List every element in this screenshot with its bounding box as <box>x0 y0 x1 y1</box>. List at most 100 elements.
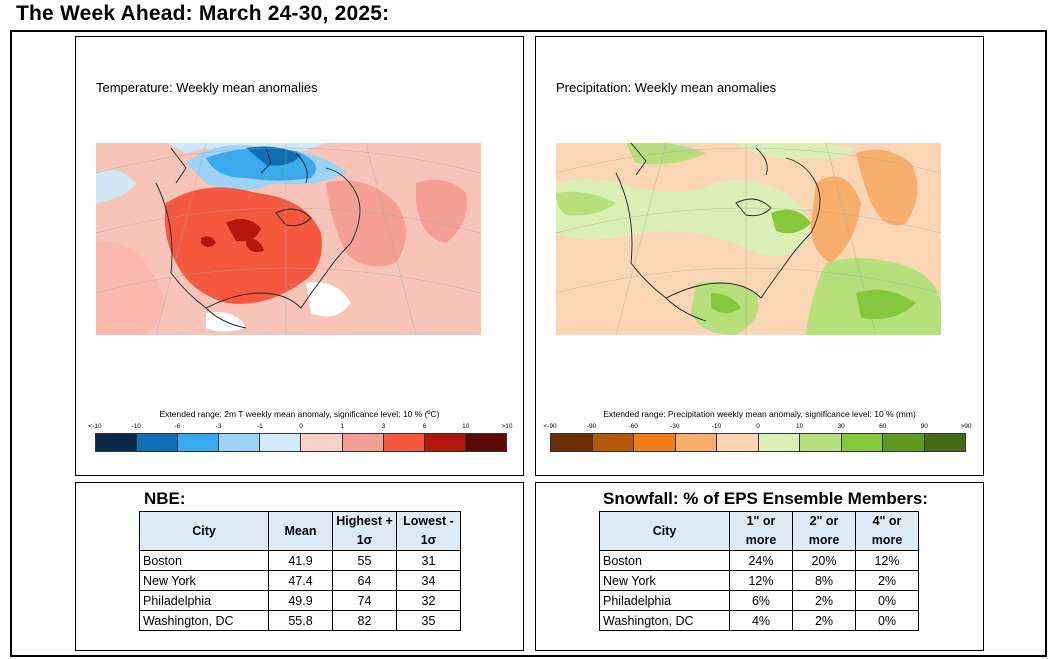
precipitation-colorbar-tick-label: 90 <box>920 423 929 430</box>
pct-4in-cell: 2% <box>855 570 919 591</box>
precipitation-anomaly-map <box>556 143 941 335</box>
precipitation-colorbar-tick-label: -90 <box>586 423 597 430</box>
precipitation-map-title: Precipitation: Weekly mean anomalies <box>556 80 777 95</box>
precipitation-colorbar-tick-label: -10 <box>711 423 722 430</box>
precipitation-colorbar-swatch <box>634 434 676 451</box>
precipitation-colorbar-tick-label: 30 <box>837 423 845 430</box>
temperature-colorbar-swatch <box>137 434 179 451</box>
temperature-colorbar-tick-label: 1 <box>340 423 344 430</box>
mean-cell: 41.9 <box>268 550 333 571</box>
nbe-panel: NBE: City Mean Highest + 1σ Lowest - 1σ … <box>75 482 524 651</box>
mean-cell: 49.9 <box>268 590 333 611</box>
precipitation-colorbar-swatch <box>551 434 593 451</box>
precipitation-colorbar-swatch <box>758 434 800 451</box>
temperature-colorbar-swatch <box>342 434 384 451</box>
table-row: Washington, DC 55.8 82 35 <box>139 610 461 631</box>
highest-cell: 82 <box>332 610 397 631</box>
table-row: Philadelphia 49.9 74 32 <box>139 590 461 611</box>
precipitation-colorbar-tick-label: 10 <box>795 423 804 430</box>
snowfall-header-4in: 4" or more <box>855 511 919 551</box>
temperature-colorbar-swatch <box>383 434 425 451</box>
table-row: Boston 41.9 55 31 <box>139 550 461 571</box>
nbe-header-highest: Highest + 1σ <box>332 511 397 551</box>
pct-2in-cell: 2% <box>792 610 856 631</box>
city-cell: Washington, DC <box>599 610 730 631</box>
temperature-colorbar-tick-label: -1 <box>256 423 263 430</box>
temperature-colorbar-tick-label: -6 <box>174 423 181 430</box>
temperature-colorbar-tick-label: 3 <box>381 423 386 430</box>
pct-2in-cell: 2% <box>792 590 856 611</box>
temperature-colorbar-tick-label: <-10 <box>88 423 102 430</box>
temperature-colorbar-tick-label: 0 <box>299 423 303 430</box>
city-cell: Philadelphia <box>139 590 269 611</box>
city-cell: Boston <box>139 550 269 571</box>
lowest-cell: 32 <box>396 590 461 611</box>
outer-frame <box>10 30 1047 657</box>
precipitation-colorbar-tick-label: 0 <box>756 423 760 430</box>
temperature-colorbar-tick-label: -3 <box>215 423 222 430</box>
lowest-cell: 34 <box>396 570 461 591</box>
pct-1in-cell: 4% <box>729 610 793 631</box>
temperature-anomaly-map <box>96 143 481 335</box>
nbe-header-row: City Mean Highest + 1σ Lowest - 1σ <box>139 511 461 551</box>
pct-4in-cell: 12% <box>855 550 919 571</box>
temperature-colorbar-tick-label: >10 <box>501 423 513 430</box>
precipitation-colorbar <box>550 433 966 452</box>
precipitation-colorbar-ticks: <-90 -90 -60 -30 -10 0 10 30 60 90 >90 <box>543 423 971 433</box>
nbe-title: NBE: <box>144 489 186 508</box>
highest-cell: 74 <box>332 590 397 611</box>
table-row: New York 12% 8% 2% <box>599 570 919 591</box>
temperature-colorbar-swatch <box>178 434 220 451</box>
precipitation-colorbar-swatch <box>924 434 965 451</box>
table-row: Boston 24% 20% 12% <box>599 550 919 571</box>
precipitation-colorbar-swatch <box>592 434 634 451</box>
snowfall-header-city: City <box>599 511 730 551</box>
pct-1in-cell: 24% <box>729 550 793 571</box>
precipitation-colorbar-tick-label: -30 <box>670 423 680 430</box>
temperature-colorbar-swatch <box>301 434 343 451</box>
temperature-colorbar <box>95 433 507 452</box>
temperature-colorbar-swatch <box>424 434 466 451</box>
temperature-colorbar-swatch <box>96 434 138 451</box>
precipitation-colorbar-caption: Extended range: Precipitation weekly mea… <box>603 409 916 419</box>
nbe-header-mean: Mean <box>268 511 333 551</box>
precipitation-colorbar-tick-label: -60 <box>628 423 638 430</box>
table-row: Washington, DC 4% 2% 0% <box>599 610 919 631</box>
nbe-header-lowest: Lowest - 1σ <box>396 511 461 551</box>
pct-1in-cell: 6% <box>729 590 793 611</box>
pct-4in-cell: 0% <box>855 590 919 611</box>
lowest-cell: 35 <box>396 610 461 631</box>
temperature-map-title: Temperature: Weekly mean anomalies <box>96 80 318 95</box>
city-cell: Boston <box>599 550 730 571</box>
city-cell: New York <box>599 570 730 591</box>
temperature-colorbar-tick-label: 6 <box>422 423 427 430</box>
pct-1in-cell: 12% <box>729 570 793 591</box>
mean-cell: 55.8 <box>268 610 333 631</box>
snowfall-header-1in: 1" or more <box>729 511 793 551</box>
temperature-map-panel: Temperature: Weekly mean anomalies <box>75 36 524 476</box>
city-cell: New York <box>139 570 269 591</box>
city-cell: Washington, DC <box>139 610 269 631</box>
city-cell: Philadelphia <box>599 590 730 611</box>
pct-2in-cell: 20% <box>792 550 856 571</box>
pct-2in-cell: 8% <box>792 570 856 591</box>
snowfall-header-row: City 1" or more 2" or more 4" or more <box>599 511 919 551</box>
mean-cell: 47.4 <box>268 570 333 591</box>
precipitation-colorbar-swatch <box>841 434 883 451</box>
table-row: New York 47.4 64 34 <box>139 570 461 591</box>
temperature-colorbar-swatch <box>260 434 302 451</box>
precipitation-colorbar-tick-label: >90 <box>960 423 972 430</box>
highest-cell: 55 <box>332 550 397 571</box>
snowfall-panel: Snowfall: % of EPS Ensemble Members: Cit… <box>535 482 984 651</box>
temperature-colorbar-tick-label: -10 <box>131 423 141 430</box>
snowfall-title: Snowfall: % of EPS Ensemble Members: <box>603 489 928 508</box>
temperature-colorbar-swatch <box>465 434 506 451</box>
snowfall-table: City 1" or more 2" or more 4" or more Bo… <box>599 511 919 631</box>
temperature-colorbar-swatch <box>219 434 261 451</box>
precipitation-colorbar-tick-label: 60 <box>879 423 887 430</box>
temperature-colorbar-caption: Extended range: 2m T weekly mean anomaly… <box>159 409 440 419</box>
temperature-colorbar-ticks: <-10 -10 -6 -3 -1 0 1 3 6 10 >10 <box>88 423 512 433</box>
temperature-colorbar-tick-label: 10 <box>462 423 470 430</box>
nbe-table: City Mean Highest + 1σ Lowest - 1σ Bosto… <box>139 511 461 631</box>
precipitation-colorbar-swatch <box>717 434 759 451</box>
